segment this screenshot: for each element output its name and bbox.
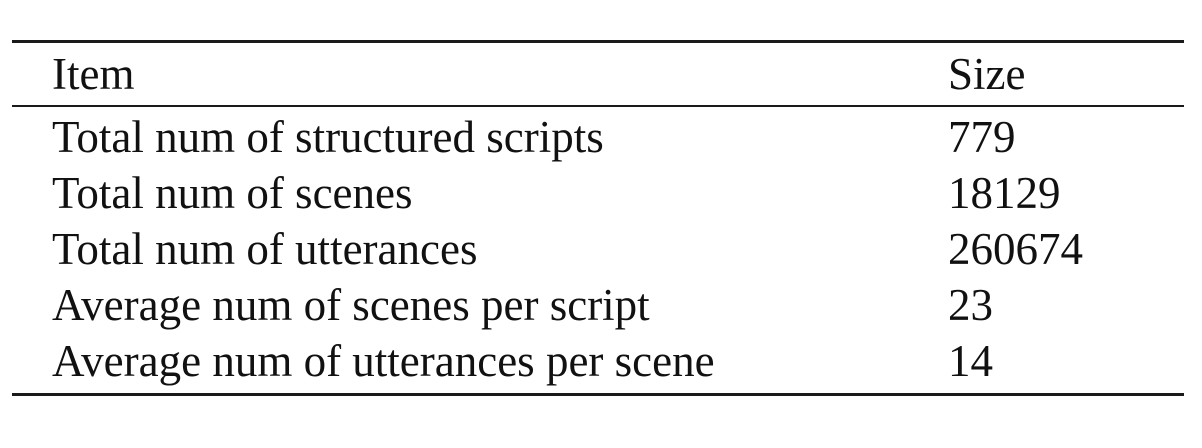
data-table: Item Size Total num of structured script… — [12, 40, 1184, 396]
header-item: Item — [52, 49, 135, 99]
row-item: Average num of utterances per scene — [52, 336, 715, 386]
row-item: Total num of scenes — [52, 168, 413, 218]
table-row: Total num of utterances 260674 — [12, 221, 1184, 277]
row-size: 14 — [948, 336, 993, 386]
row-item: Average num of scenes per script — [52, 280, 650, 330]
row-size: 260674 — [948, 224, 1083, 274]
header-rule — [12, 105, 1184, 107]
table-row: Average num of utterances per scene 14 — [12, 333, 1184, 393]
table-body: Total num of structured scripts 779 Tota… — [12, 107, 1184, 393]
header-size: Size — [948, 49, 1026, 99]
bottom-rule — [12, 393, 1184, 396]
row-size: 779 — [948, 112, 1016, 162]
header-row: Item Size — [12, 43, 1184, 105]
table-row: Total num of scenes 18129 — [12, 165, 1184, 221]
row-item: Total num of utterances — [52, 224, 478, 274]
top-rule — [12, 40, 1184, 43]
row-size: 23 — [948, 280, 993, 330]
row-size: 18129 — [948, 168, 1061, 218]
table-row: Average num of scenes per script 23 — [12, 277, 1184, 333]
table-header: Item Size — [12, 43, 1184, 107]
statistics-table: Item Size Total num of structured script… — [12, 43, 1184, 393]
row-item: Total num of structured scripts — [52, 112, 604, 162]
table-row: Total num of structured scripts 779 — [12, 107, 1184, 165]
